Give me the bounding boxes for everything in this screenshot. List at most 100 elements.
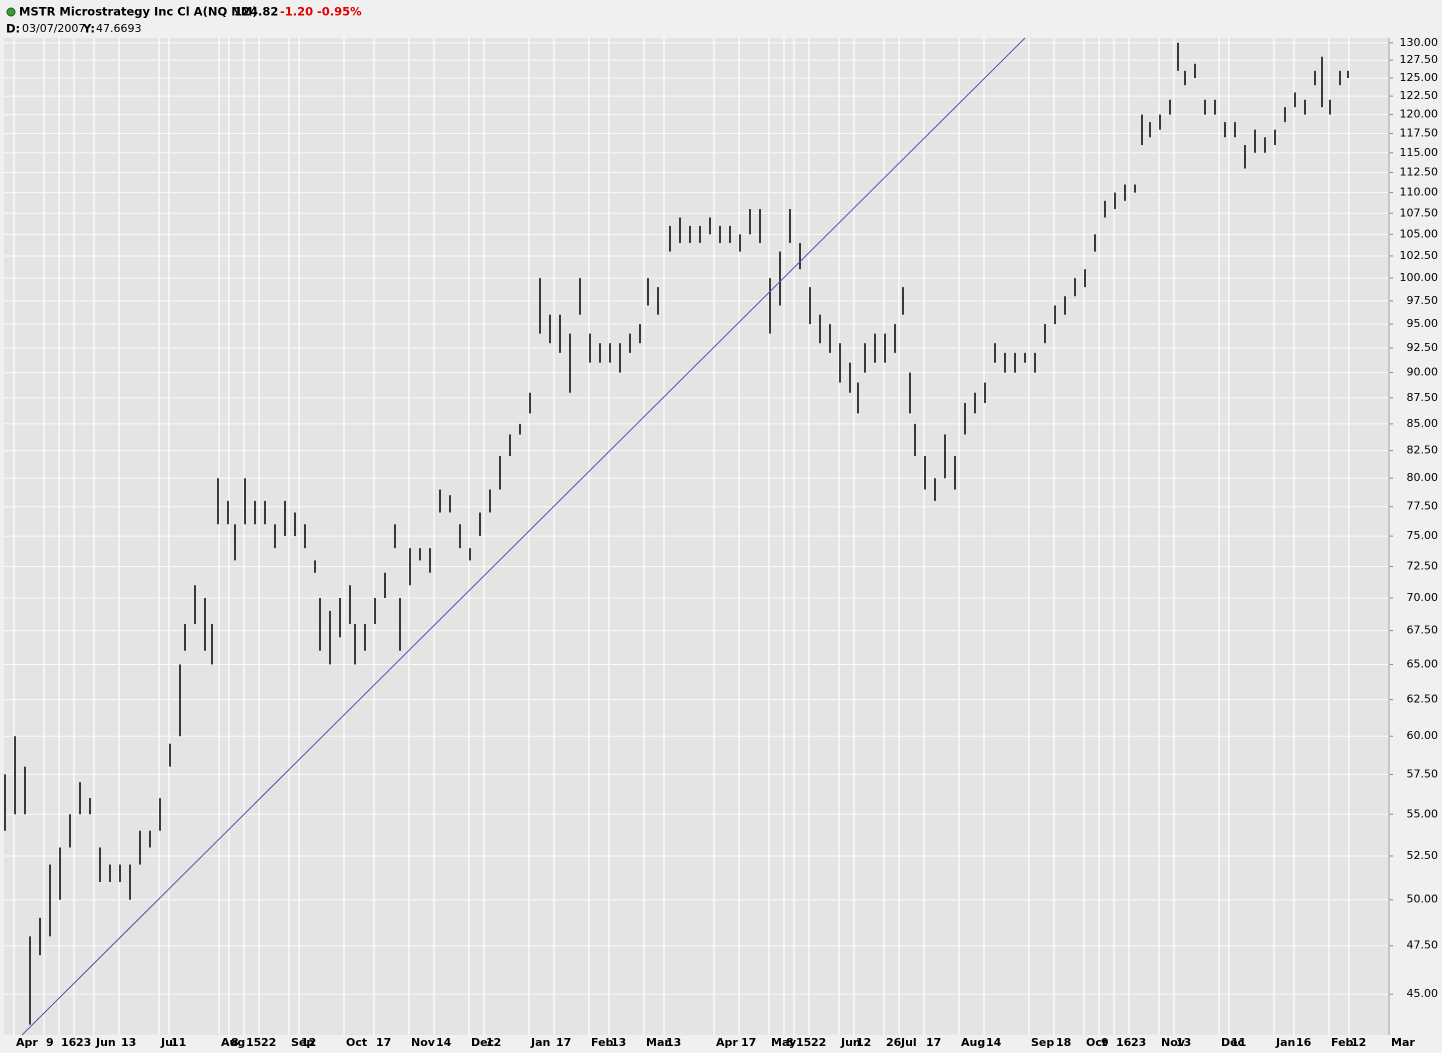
y-tick-label: 125.00 xyxy=(1400,71,1439,84)
x-tick-label: 12 xyxy=(301,1036,316,1049)
x-tick-label: Dec xyxy=(1221,1036,1244,1049)
y-tick-label: 47.50 xyxy=(1407,939,1439,952)
y-tick-label: 77.50 xyxy=(1407,500,1439,513)
y-tick-label: 112.50 xyxy=(1400,165,1439,178)
y-tick-label: 130.00 xyxy=(1400,36,1439,49)
x-tick-label: 12 xyxy=(1351,1036,1366,1049)
change: -1.20 xyxy=(280,5,313,19)
x-tick-label: Feb xyxy=(591,1036,614,1049)
y-tick-label: 107.50 xyxy=(1400,206,1439,219)
x-tick-label: 23 xyxy=(76,1036,91,1049)
x-tick-label: Jun xyxy=(840,1036,861,1049)
x-tick-label: 14 xyxy=(986,1036,1002,1049)
y-tick-label: 110.00 xyxy=(1400,186,1439,199)
y-value: 47.6693 xyxy=(96,22,142,35)
y-tick-label: 82.50 xyxy=(1407,444,1439,457)
y-tick-label: 52.50 xyxy=(1407,849,1439,862)
x-tick-label: 16 xyxy=(61,1036,77,1049)
x-tick-label: 15 xyxy=(246,1036,261,1049)
y-tick-label: 62.50 xyxy=(1407,693,1439,706)
x-tick-label: 8 xyxy=(786,1036,794,1049)
symbol: MSTR Microstrategy Inc Cl A(NQ NM) xyxy=(19,5,258,19)
y-tick-label: 120.00 xyxy=(1400,108,1439,121)
x-tick-label: Jul xyxy=(900,1036,917,1049)
x-tick-label: 8 xyxy=(231,1036,239,1049)
y-tick-label: 115.00 xyxy=(1400,146,1439,159)
x-tick-label: 11 xyxy=(1231,1036,1246,1049)
status-icon xyxy=(6,7,16,17)
x-tick-label: 12 xyxy=(486,1036,501,1049)
x-tick-label: 17 xyxy=(556,1036,571,1049)
x-tick-label: 17 xyxy=(741,1036,756,1049)
y-tick-label: 100.00 xyxy=(1400,271,1439,284)
x-tick-label: Oct xyxy=(346,1036,367,1049)
y-tick-label: 102.50 xyxy=(1400,249,1439,262)
trend-line xyxy=(21,37,1026,1036)
y-tick-label: 72.50 xyxy=(1407,560,1439,573)
date: 03/07/2007 xyxy=(22,22,85,35)
x-tick-label: Apr xyxy=(16,1036,38,1049)
y-tick-label: 97.50 xyxy=(1407,294,1439,307)
y-tick-label: 50.00 xyxy=(1407,893,1439,906)
x-tick-label: 17 xyxy=(926,1036,941,1049)
y-tick-label: 122.50 xyxy=(1400,89,1439,102)
x-tick-label: Jun xyxy=(95,1036,116,1049)
last-price: 124.82 xyxy=(234,5,278,19)
x-tick-label: Oct xyxy=(1086,1036,1107,1049)
x-tick-label: 26 xyxy=(886,1036,902,1049)
y-tick-label: 45.00 xyxy=(1407,987,1439,1000)
y-tick-label: 75.00 xyxy=(1407,529,1439,542)
y-tick-label: 92.50 xyxy=(1407,341,1439,354)
y-tick-label: 87.50 xyxy=(1407,391,1439,404)
x-tick-label: Feb xyxy=(1331,1036,1354,1049)
x-tick-label: Jan xyxy=(530,1036,550,1049)
y-tick-label: 95.00 xyxy=(1407,317,1439,330)
x-tick-label: 22 xyxy=(261,1036,276,1049)
x-tick-label: 9 xyxy=(1101,1036,1109,1049)
x-tick-label: 17 xyxy=(376,1036,391,1049)
x-tick-label: 11 xyxy=(171,1036,186,1049)
y-tick-label: 127.50 xyxy=(1400,53,1439,66)
y-tick-label: 117.50 xyxy=(1400,126,1439,139)
x-tick-label: 16 xyxy=(1296,1036,1312,1049)
x-tick-label: 12 xyxy=(856,1036,871,1049)
date-label: D: xyxy=(6,22,20,36)
x-tick-label: Jul xyxy=(160,1036,177,1049)
y-label: Y: xyxy=(82,22,95,36)
x-tick-label: Sep xyxy=(291,1036,314,1049)
x-tick-label: 15 xyxy=(796,1036,811,1049)
x-tick-label: May xyxy=(771,1036,796,1049)
x-tick-label: Sep xyxy=(1031,1036,1054,1049)
y-tick-label: 60.00 xyxy=(1407,729,1439,742)
y-tick-label: 70.00 xyxy=(1407,591,1439,604)
y-tick-label: 80.00 xyxy=(1407,471,1439,484)
x-tick-label: Nov xyxy=(411,1036,436,1049)
x-tick-label: Dec xyxy=(471,1036,494,1049)
y-tick-label: 55.00 xyxy=(1407,807,1439,820)
x-tick-label: 23 xyxy=(1131,1036,1146,1049)
change-pct: -0.95% xyxy=(317,5,362,19)
x-tick-label: Mar xyxy=(1391,1036,1415,1049)
x-tick-label: 9 xyxy=(46,1036,54,1049)
y-tick-label: 57.50 xyxy=(1407,767,1439,780)
y-tick-label: 90.00 xyxy=(1407,366,1439,379)
x-tick-label: 13 xyxy=(611,1036,626,1049)
x-tick-label: Apr xyxy=(716,1036,738,1049)
x-tick-label: 13 xyxy=(666,1036,681,1049)
x-tick-label: 13 xyxy=(1176,1036,1191,1049)
x-tick-label: Mar xyxy=(646,1036,670,1049)
x-tick-label: Aug xyxy=(961,1036,985,1049)
y-tick-label: 105.00 xyxy=(1400,227,1439,240)
x-tick-label: 18 xyxy=(1056,1036,1071,1049)
x-tick-label: 16 xyxy=(1116,1036,1132,1049)
x-tick-label: Jan xyxy=(1275,1036,1295,1049)
x-tick-label: Nov xyxy=(1161,1036,1186,1049)
x-tick-label: Aug xyxy=(221,1036,245,1049)
x-tick-label: 13 xyxy=(121,1036,136,1049)
x-tick-label: 22 xyxy=(811,1036,826,1049)
y-tick-label: 65.00 xyxy=(1407,657,1439,670)
y-tick-label: 67.50 xyxy=(1407,624,1439,637)
x-tick-label: 14 xyxy=(436,1036,452,1049)
